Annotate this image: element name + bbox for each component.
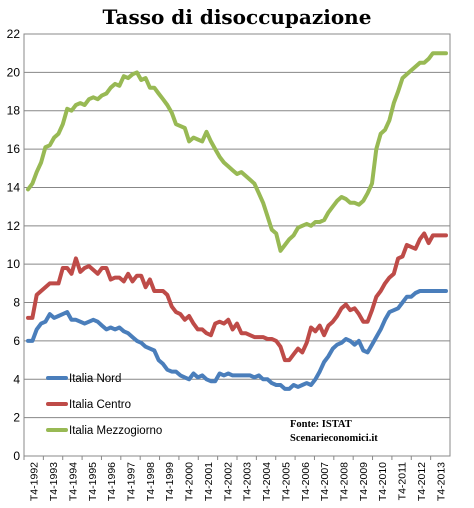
x-tick-label: T4-1992 bbox=[29, 462, 41, 501]
grid-lines bbox=[24, 33, 450, 457]
x-tick-label: T4-1997 bbox=[126, 462, 138, 501]
x-axis-ticks: T4-1992 T4-1993 T4-1994 T4-1995 T4-1996 T4-19… bbox=[23, 456, 447, 501]
legend-label: Italia Centro bbox=[69, 399, 131, 411]
source-label: Fonte: ISTAT bbox=[290, 419, 352, 430]
x-tick-label: T4-1998 bbox=[145, 462, 157, 501]
plot-area-border bbox=[23, 33, 451, 457]
series-line-italia-centro bbox=[26, 231, 448, 363]
legend-label: Italia Mezzogiorno bbox=[69, 425, 162, 437]
x-tick-label: T4-2000 bbox=[184, 462, 196, 501]
y-tick-label: 14 bbox=[7, 180, 21, 194]
x-tick-label: T4-2012 bbox=[416, 462, 428, 501]
y-tick-label: 16 bbox=[7, 142, 21, 156]
x-tick-label: T4-2007 bbox=[319, 462, 331, 501]
x-tick-label: T4-2004 bbox=[261, 462, 273, 501]
x-tick-label: T4-2003 bbox=[242, 462, 254, 501]
legend: Italia Nord Italia Centro Italia Mezzogior… bbox=[46, 373, 162, 437]
legend-label: Italia Nord bbox=[69, 373, 121, 385]
source-website: Scenarieconomici.it bbox=[290, 433, 378, 444]
y-tick-label: 6 bbox=[13, 334, 20, 348]
y-axis-ticks: 0 2 4 6 8 10 12 14 16 18 20 22 bbox=[7, 27, 21, 463]
x-tick-label: T4-2001 bbox=[203, 462, 215, 501]
x-tick-label: T4-2010 bbox=[377, 462, 389, 501]
y-tick-label: 22 bbox=[7, 27, 21, 41]
y-tick-label: 4 bbox=[13, 372, 20, 386]
series-line-italia-nord bbox=[26, 289, 448, 391]
x-tick-label: T4-1995 bbox=[87, 462, 99, 501]
x-tick-label: T4-2008 bbox=[339, 462, 351, 501]
y-tick-label: 18 bbox=[7, 104, 21, 118]
y-tick-label: 0 bbox=[13, 449, 20, 463]
series-line-italia-mezzogiorno bbox=[26, 51, 448, 253]
x-tick-label: T4-2013 bbox=[435, 462, 447, 501]
y-tick-label: 10 bbox=[7, 257, 21, 271]
x-tick-label: T4-1996 bbox=[106, 462, 118, 501]
chart-title: Tasso di disoccupazione bbox=[103, 5, 372, 29]
y-tick-label: 8 bbox=[13, 296, 20, 310]
x-tick-label: T4-2005 bbox=[280, 462, 292, 501]
x-tick-label: T4-1999 bbox=[164, 462, 176, 501]
series-lines bbox=[26, 51, 448, 391]
x-tick-label: T4-1994 bbox=[67, 462, 79, 501]
x-tick-label: T4-2006 bbox=[300, 462, 312, 501]
x-tick-label: T4-2002 bbox=[222, 462, 234, 501]
x-tick-label: T4-2011 bbox=[397, 462, 409, 500]
y-tick-label: 12 bbox=[7, 219, 21, 233]
y-tick-label: 20 bbox=[7, 65, 21, 79]
y-tick-label: 2 bbox=[13, 411, 20, 425]
x-tick-label: T4-1993 bbox=[48, 462, 60, 501]
x-tick-label: T4-2009 bbox=[358, 462, 370, 501]
